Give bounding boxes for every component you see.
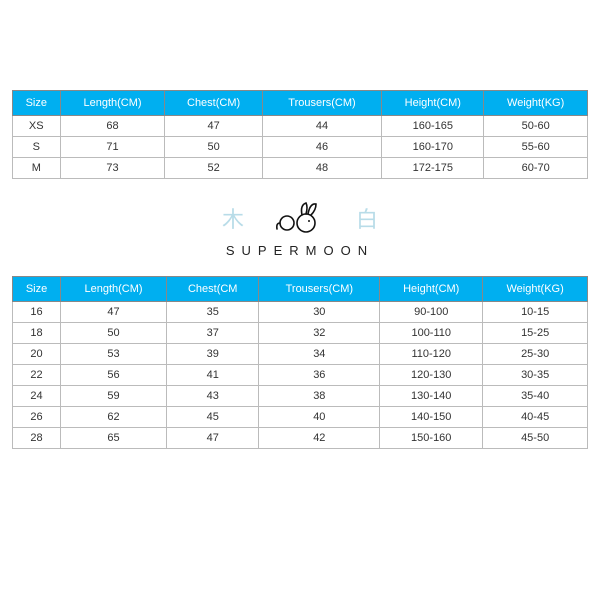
cell: 20	[13, 344, 61, 365]
rabbit-icon	[274, 201, 326, 235]
cell: S	[13, 137, 61, 158]
cell: 34	[259, 344, 380, 365]
col-size: Size	[13, 277, 61, 302]
cell: 48	[262, 158, 382, 179]
cell: 55-60	[484, 137, 588, 158]
cell: 26	[13, 407, 61, 428]
cell: 38	[259, 386, 380, 407]
size-chart-adult: Size Length(CM) Chest(CM) Trousers(CM) H…	[12, 90, 588, 179]
cell: 50-60	[484, 116, 588, 137]
cell: 71	[60, 137, 165, 158]
cell: 18	[13, 323, 61, 344]
col-trousers: Trousers(CM)	[259, 277, 380, 302]
cell: 160-170	[382, 137, 484, 158]
table-row: 20 53 39 34 110-120 25-30	[13, 344, 588, 365]
cell: 160-165	[382, 116, 484, 137]
table-row: 26 62 45 40 140-150 40-45	[13, 407, 588, 428]
col-weight: Weight(KG)	[484, 91, 588, 116]
cell: 10-15	[483, 302, 588, 323]
cell: 44	[262, 116, 382, 137]
table-row: XS 68 47 44 160-165 50-60	[13, 116, 588, 137]
cell: 110-120	[380, 344, 483, 365]
cell: 130-140	[380, 386, 483, 407]
cell: 47	[165, 116, 262, 137]
col-length: Length(CM)	[60, 91, 165, 116]
cell: 73	[60, 158, 165, 179]
cell: 43	[167, 386, 259, 407]
col-height: Height(CM)	[380, 277, 483, 302]
cell: 47	[167, 428, 259, 449]
cell: 41	[167, 365, 259, 386]
cell: 68	[60, 116, 165, 137]
table-row: S 71 50 46 160-170 55-60	[13, 137, 588, 158]
cell: 172-175	[382, 158, 484, 179]
cell: 35-40	[483, 386, 588, 407]
logo-right-char: 白	[356, 202, 378, 234]
col-size: Size	[13, 91, 61, 116]
cell: 47	[61, 302, 167, 323]
cell: 100-110	[380, 323, 483, 344]
cell: 30-35	[483, 365, 588, 386]
cell: 45-50	[483, 428, 588, 449]
brand-name: SUPERMOON	[226, 243, 374, 258]
cell: 32	[259, 323, 380, 344]
cell: 16	[13, 302, 61, 323]
cell: 24	[13, 386, 61, 407]
cell: 30	[259, 302, 380, 323]
cell: 40	[259, 407, 380, 428]
col-trousers: Trousers(CM)	[262, 91, 382, 116]
cell: 65	[61, 428, 167, 449]
cell: 140-150	[380, 407, 483, 428]
table-row: 16 47 35 30 90-100 10-15	[13, 302, 588, 323]
cell: 40-45	[483, 407, 588, 428]
cell: M	[13, 158, 61, 179]
cell: 150-160	[380, 428, 483, 449]
cell: 52	[165, 158, 262, 179]
logo-left-char: 木	[222, 202, 244, 234]
cell: 37	[167, 323, 259, 344]
cell: 39	[167, 344, 259, 365]
col-height: Height(CM)	[382, 91, 484, 116]
table-row: 22 56 41 36 120-130 30-35	[13, 365, 588, 386]
cell: 36	[259, 365, 380, 386]
cell: 50	[61, 323, 167, 344]
cell: 62	[61, 407, 167, 428]
table-row: 24 59 43 38 130-140 35-40	[13, 386, 588, 407]
cell: 50	[165, 137, 262, 158]
cell: 60-70	[484, 158, 588, 179]
table-row: M 73 52 48 172-175 60-70	[13, 158, 588, 179]
table-row: 28 65 47 42 150-160 45-50	[13, 428, 588, 449]
cell: 35	[167, 302, 259, 323]
col-length: Length(CM)	[61, 277, 167, 302]
cell: 46	[262, 137, 382, 158]
table-row: 18 50 37 32 100-110 15-25	[13, 323, 588, 344]
size-chart-kids: Size Length(CM) Chest(CM Trousers(CM) He…	[12, 276, 588, 449]
col-weight: Weight(KG)	[483, 277, 588, 302]
cell: 15-25	[483, 323, 588, 344]
table-header-row: Size Length(CM) Chest(CM Trousers(CM) He…	[13, 277, 588, 302]
cell: 45	[167, 407, 259, 428]
cell: 42	[259, 428, 380, 449]
col-chest: Chest(CM)	[165, 91, 262, 116]
cell: 90-100	[380, 302, 483, 323]
cell: 22	[13, 365, 61, 386]
brand-logo-section: 木 白 SUPERMOON	[12, 179, 588, 276]
cell: XS	[13, 116, 61, 137]
col-chest: Chest(CM	[167, 277, 259, 302]
cell: 25-30	[483, 344, 588, 365]
cell: 56	[61, 365, 167, 386]
cell: 59	[61, 386, 167, 407]
cell: 53	[61, 344, 167, 365]
cell: 120-130	[380, 365, 483, 386]
cell: 28	[13, 428, 61, 449]
table-header-row: Size Length(CM) Chest(CM) Trousers(CM) H…	[13, 91, 588, 116]
